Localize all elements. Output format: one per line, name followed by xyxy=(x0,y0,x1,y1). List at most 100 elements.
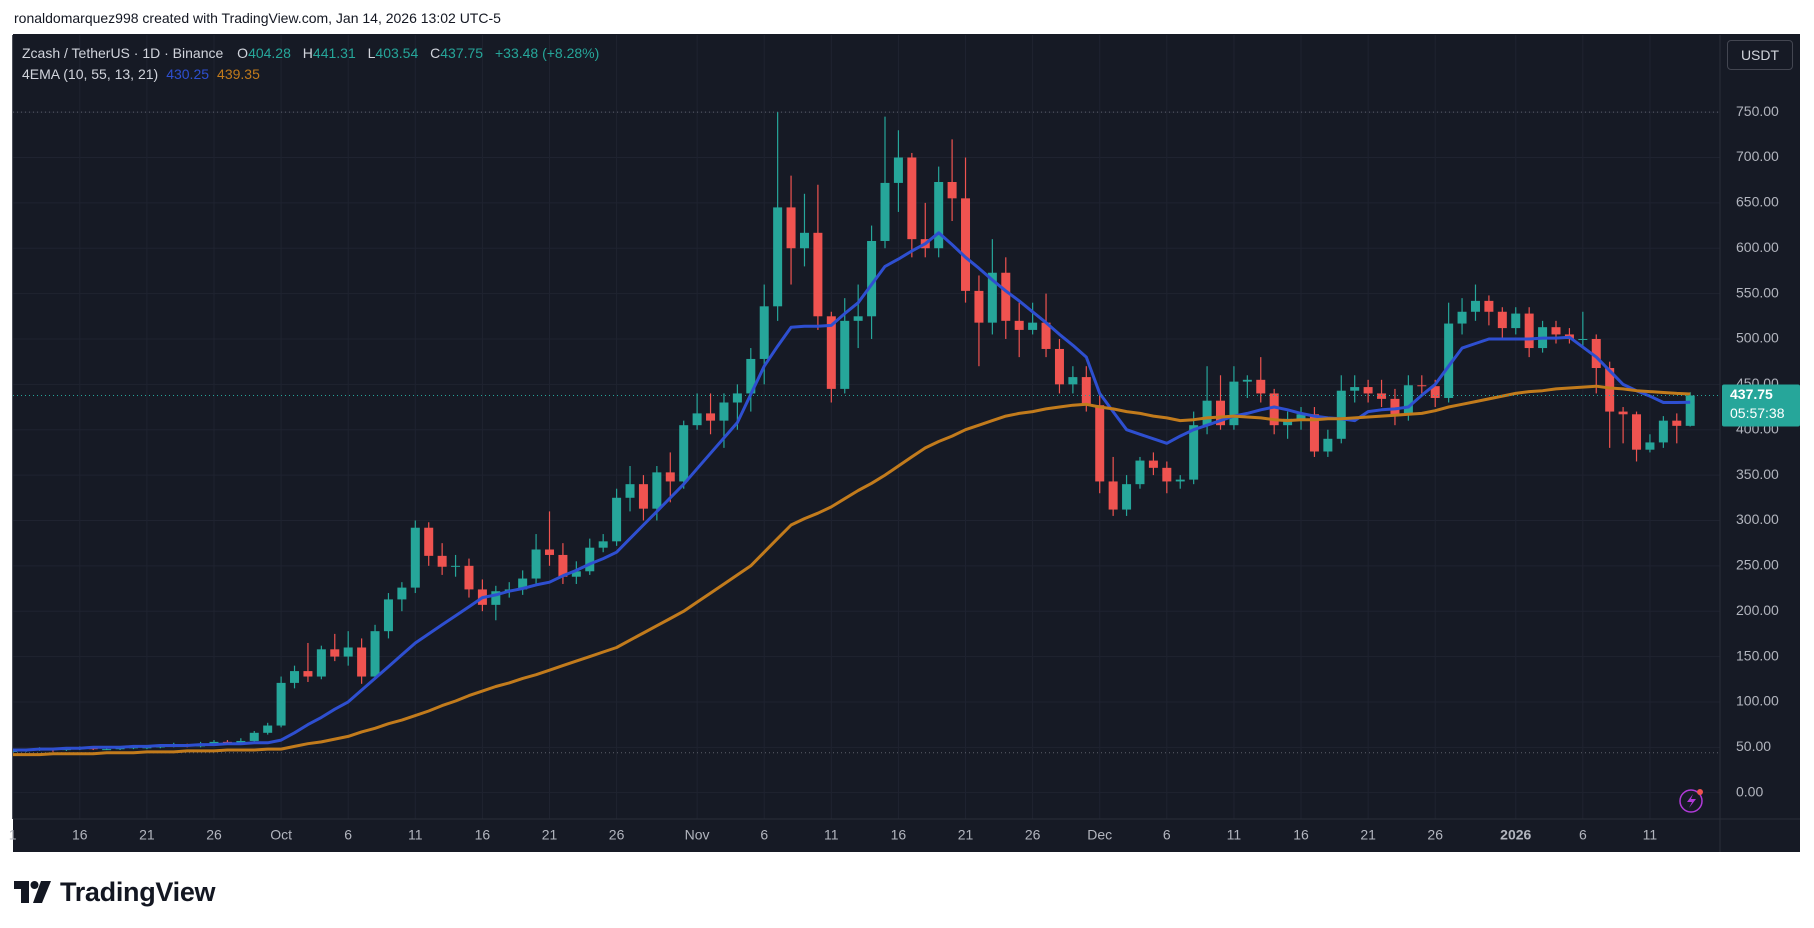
alert-icon[interactable] xyxy=(1679,789,1703,813)
candle-body xyxy=(706,413,716,421)
ohlc-value: 437.75 xyxy=(440,45,484,61)
candle-body xyxy=(1108,481,1118,510)
candle-body xyxy=(1497,311,1507,329)
candle-body xyxy=(961,198,971,291)
x-tick-label: 26 xyxy=(206,827,222,843)
candle-body xyxy=(571,571,581,577)
candle-body xyxy=(1309,414,1319,452)
candle-body xyxy=(1578,338,1588,340)
candle-body xyxy=(1122,484,1132,510)
candle-body xyxy=(1350,387,1360,391)
candle-body xyxy=(209,741,219,744)
x-tick-label: Oct xyxy=(270,827,292,843)
ohlc-label: O xyxy=(237,45,249,61)
indicator-value: 430.25 xyxy=(166,66,210,82)
candle-body xyxy=(612,497,622,542)
candle-body xyxy=(1430,386,1440,398)
alert-icon-bolt xyxy=(1687,794,1696,808)
candle-body xyxy=(719,402,729,421)
y-tick-label: 650.00 xyxy=(1736,194,1779,210)
candle-body xyxy=(786,207,796,249)
candle-body xyxy=(1363,387,1373,394)
y-tick-label: 50.00 xyxy=(1736,738,1771,754)
y-tick-label: 200.00 xyxy=(1736,602,1779,618)
y-tick-label: 100.00 xyxy=(1736,693,1779,709)
candle-body xyxy=(1054,348,1064,385)
candle-body xyxy=(1484,300,1494,312)
x-tick-label: 21 xyxy=(1360,827,1376,843)
candle-body xyxy=(1001,272,1011,321)
x-tick-label: 6 xyxy=(344,827,352,843)
ohlc-value: 441.31 xyxy=(312,45,356,61)
x-tick-label: 16 xyxy=(475,827,491,843)
x-tick-label: 21 xyxy=(139,827,155,843)
candle-body xyxy=(316,649,326,677)
candle-body xyxy=(558,554,568,577)
y-tick-label: 600.00 xyxy=(1736,239,1779,255)
candle-body xyxy=(397,587,407,600)
plot-area xyxy=(13,111,1720,757)
candle-body xyxy=(799,232,809,249)
candle-body xyxy=(437,555,447,567)
candle-body xyxy=(1135,460,1145,485)
candle-body xyxy=(638,484,648,509)
candle-body xyxy=(1014,320,1024,330)
x-tick-label: 16 xyxy=(72,827,88,843)
y-tick-label: 0.00 xyxy=(1736,783,1763,799)
candle-body xyxy=(598,541,608,548)
candle-body xyxy=(1202,400,1212,426)
candle-body xyxy=(343,647,353,657)
candle-body xyxy=(1658,420,1668,443)
candle-body xyxy=(1269,393,1279,426)
candle-body xyxy=(464,565,474,590)
price-tag-countdown: 05:57:38 xyxy=(1730,405,1785,421)
x-tick-label: 1 xyxy=(9,827,17,843)
x-tick-label: 21 xyxy=(542,827,558,843)
ohlc-label: L xyxy=(367,45,376,61)
x-tick-label: 11 xyxy=(824,827,839,843)
currency-button[interactable]: USDT xyxy=(1727,40,1793,70)
candle-body xyxy=(518,578,528,590)
y-tick-label: 250.00 xyxy=(1736,557,1779,573)
x-tick-label: 21 xyxy=(958,827,974,843)
candle-body xyxy=(545,549,554,555)
axes: 0.00 50.00 100.00 150.00 200.00 250.00 300.00 3… xyxy=(9,35,1800,852)
candle-body xyxy=(1645,442,1655,450)
candle-body xyxy=(1377,393,1387,399)
candle-body xyxy=(1242,379,1252,382)
indicator-legend: 4EMA (10, 55, 13, 21) 430.25 439.35 xyxy=(22,66,268,82)
candle-body xyxy=(880,182,890,241)
candle-body xyxy=(1511,313,1521,329)
candle-body xyxy=(357,647,367,677)
candle-body xyxy=(1175,479,1185,482)
y-tick-label: 150.00 xyxy=(1736,647,1779,663)
candle-body xyxy=(746,358,756,394)
candle-body xyxy=(947,182,957,199)
x-tick-label: 6 xyxy=(1163,827,1171,843)
candle-body xyxy=(1028,322,1038,330)
x-tick-label: 2026 xyxy=(1500,827,1531,843)
candle-body xyxy=(1390,398,1400,415)
x-tick-label: 16 xyxy=(1293,827,1309,843)
candle-body xyxy=(1417,385,1427,387)
candle-body xyxy=(665,472,675,482)
candle-body xyxy=(1605,368,1615,412)
ohlc-label: C xyxy=(430,45,441,61)
candle-body xyxy=(1256,379,1266,394)
candle-body xyxy=(1229,381,1239,426)
x-tick-label: 6 xyxy=(1579,827,1587,843)
y-tick-label: 500.00 xyxy=(1736,330,1779,346)
y-tick-label: 350.00 xyxy=(1736,466,1779,482)
candle-body xyxy=(491,591,501,605)
candle-body xyxy=(410,527,420,588)
candle-body xyxy=(893,157,903,183)
candle-body xyxy=(1524,313,1534,349)
candle-body xyxy=(531,549,541,579)
candle-body xyxy=(679,425,689,482)
indicator-name: 4EMA (10, 55, 13, 21) xyxy=(22,66,159,82)
candle-body xyxy=(585,547,595,572)
candle-body xyxy=(759,306,769,359)
candle-body xyxy=(330,649,340,657)
